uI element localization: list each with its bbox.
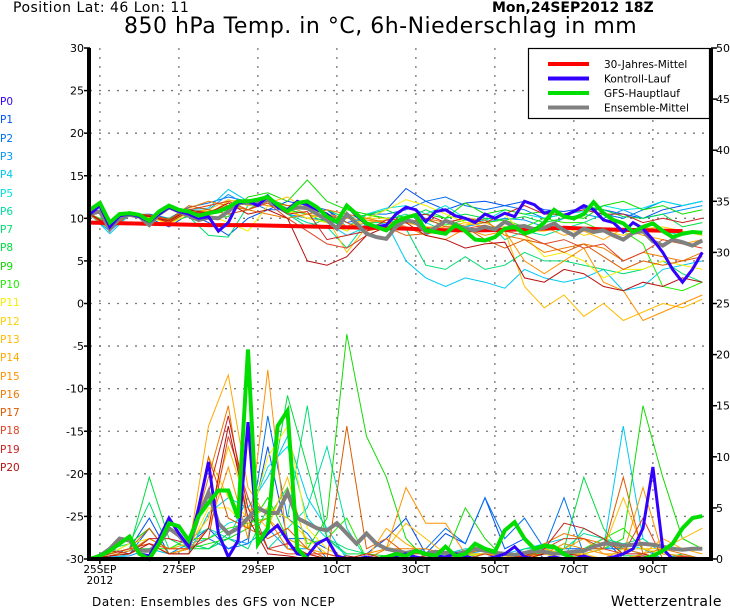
y-tick-label-right: 5 <box>716 502 723 515</box>
y-tick-label-right: 20 <box>716 349 730 362</box>
member-label-p17: P17 <box>0 407 20 420</box>
x-tick-label: 1OCT <box>323 564 352 576</box>
member-label-p5: P5 <box>0 187 14 200</box>
y-tick-label-left: -15 <box>66 425 84 438</box>
brand-label: Wetterzentrale <box>610 594 722 610</box>
x-tick-label: 5OCT <box>481 564 510 576</box>
y-tick-label-left: -20 <box>66 468 84 481</box>
member-label-p3: P3 <box>0 150 14 163</box>
y-tick-label-right: 10 <box>716 451 730 464</box>
y-tick-label-right: 15 <box>716 400 730 413</box>
member-label-p10: P10 <box>0 279 20 291</box>
y-tick-label-left: -10 <box>66 383 84 396</box>
axes: 302520151050-5-10-15-20-25-3050454035302… <box>66 42 730 587</box>
y-tick-label-right: 45 <box>716 93 730 106</box>
x-tick-label: 27SEP <box>162 564 195 576</box>
y-tick-label-left: 15 <box>70 170 84 183</box>
run-date: Mon,24SEP2012 18Z <box>492 0 654 16</box>
temp-line-ensemble-mittel <box>89 197 704 248</box>
x-tick-label: 9OCT <box>639 564 668 576</box>
y-tick-label-left: -5 <box>73 340 84 353</box>
y-tick-label-left: 10 <box>70 212 84 225</box>
member-temp-line-p7 <box>89 193 703 283</box>
y-tick-label-left: 0 <box>77 298 84 311</box>
y-tick-label-right: 35 <box>716 195 730 208</box>
member-label-p6: P6 <box>0 205 14 218</box>
chart-title: 850 hPa Temp. in °C, 6h-Niederschlag in … <box>124 14 638 39</box>
x-tick-label: 25SEP <box>83 564 116 576</box>
member-precip-line-p15 <box>89 369 703 560</box>
member-label-p1: P1 <box>0 114 14 127</box>
member-label-p14: P14 <box>0 352 20 365</box>
legend-label: 30-Jahres-Mittel <box>604 59 687 71</box>
member-label-p20: P20 <box>0 462 20 474</box>
x-tick-label: 7OCT <box>560 564 589 576</box>
grid <box>90 48 711 559</box>
member-label-p9: P9 <box>0 260 14 273</box>
member-label-p0: P0 <box>0 96 14 108</box>
y-tick-label-left: -30 <box>66 553 84 566</box>
y-tick-label-left: 30 <box>70 42 84 55</box>
member-label-p12: P12 <box>0 315 20 328</box>
member-label-p8: P8 <box>0 242 14 255</box>
data-credit: Daten: Ensembles des GFS von NCEP <box>92 595 336 609</box>
legend-label: GFS-Hauptlauf <box>604 88 680 100</box>
x-tick-label: 3OCT <box>402 564 431 576</box>
y-tick-label-left: 20 <box>70 127 84 140</box>
legend: 30-Jahres-Mittel Kontroll-Lauf GFS-Hauptla… <box>527 47 711 120</box>
legend-label: Kontroll-Lauf <box>604 74 671 86</box>
member-label-p19: P19 <box>0 443 20 456</box>
y-tick-label-right: 0 <box>716 553 723 566</box>
member-label-p16: P16 <box>0 388 20 401</box>
x-tick-sublabel: 2012 <box>87 575 114 587</box>
member-label-p2: P2 <box>0 132 14 145</box>
y-tick-label-right: 50 <box>716 42 730 55</box>
member-label-p11: P11 <box>0 297 20 310</box>
member-label-p4: P4 <box>0 169 14 182</box>
member-temp-line-p17 <box>89 200 703 270</box>
member-label-p7: P7 <box>0 224 14 237</box>
precip-line-gfs-hauptlauf <box>89 349 703 562</box>
member-label-p13: P13 <box>0 333 20 346</box>
member-label-p15: P15 <box>0 370 20 383</box>
y-tick-label-left: 25 <box>70 85 84 98</box>
x-tick-label: 29SEP <box>241 564 274 576</box>
y-tick-label-left: -25 <box>66 510 84 523</box>
y-tick-label-right: 25 <box>716 298 730 311</box>
y-tick-label-right: 40 <box>716 144 730 157</box>
y-tick-label-left: 5 <box>77 255 84 268</box>
position-label: Position Lat: 46 Lon: 11 <box>13 0 190 16</box>
legend-label: Ensemble-Mittel <box>604 103 689 115</box>
temp-line-gfs-hauptlauf <box>88 194 703 243</box>
temp-line-kontroll-lauf <box>89 194 704 285</box>
y-tick-label-right: 30 <box>716 246 730 259</box>
member-label-p18: P18 <box>0 425 20 438</box>
member-lines <box>89 179 703 560</box>
